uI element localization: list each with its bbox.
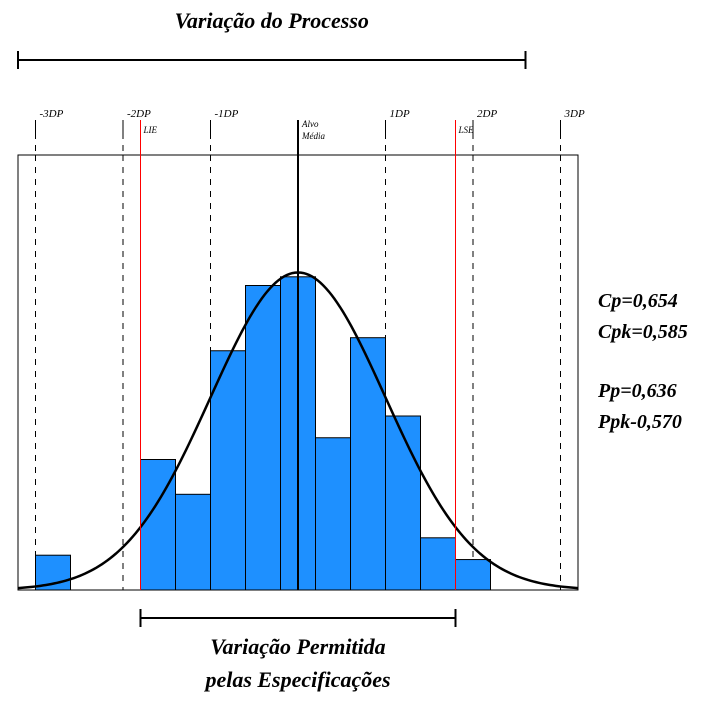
stat-cpk: Cpk=0,585: [598, 317, 688, 348]
sigma-tick-label: 2DP: [477, 108, 497, 120]
sigma-tick-label: -3DP: [40, 108, 64, 120]
stat-cp: Cp=0,654: [598, 286, 688, 317]
sigma-tick-label: 1DP: [390, 108, 410, 120]
stat-ppk: Ppk-0,570: [598, 407, 688, 438]
spec-limit-label: LSE: [458, 125, 475, 135]
sigma-tick-label: 3DP: [564, 108, 585, 120]
center-label-media: Média: [301, 131, 325, 141]
sigma-tick-label: -2DP: [127, 108, 151, 120]
spec-variation-title-line1: Variação Permitida: [141, 630, 456, 663]
capability-stats-block: Cp=0,654 Cpk=0,585 Pp=0,636 Ppk-0,570: [598, 286, 688, 438]
sigma-tick-label: -1DP: [215, 108, 239, 120]
center-label-alvo: Alvo: [301, 119, 319, 129]
spec-variation-title-line2: pelas Especificações: [141, 663, 456, 696]
spec-limit-label: LIE: [143, 125, 158, 135]
spec-variation-title: Variação Permitida pelas Especificações: [141, 630, 456, 696]
stat-pp: Pp=0,636: [598, 376, 688, 407]
